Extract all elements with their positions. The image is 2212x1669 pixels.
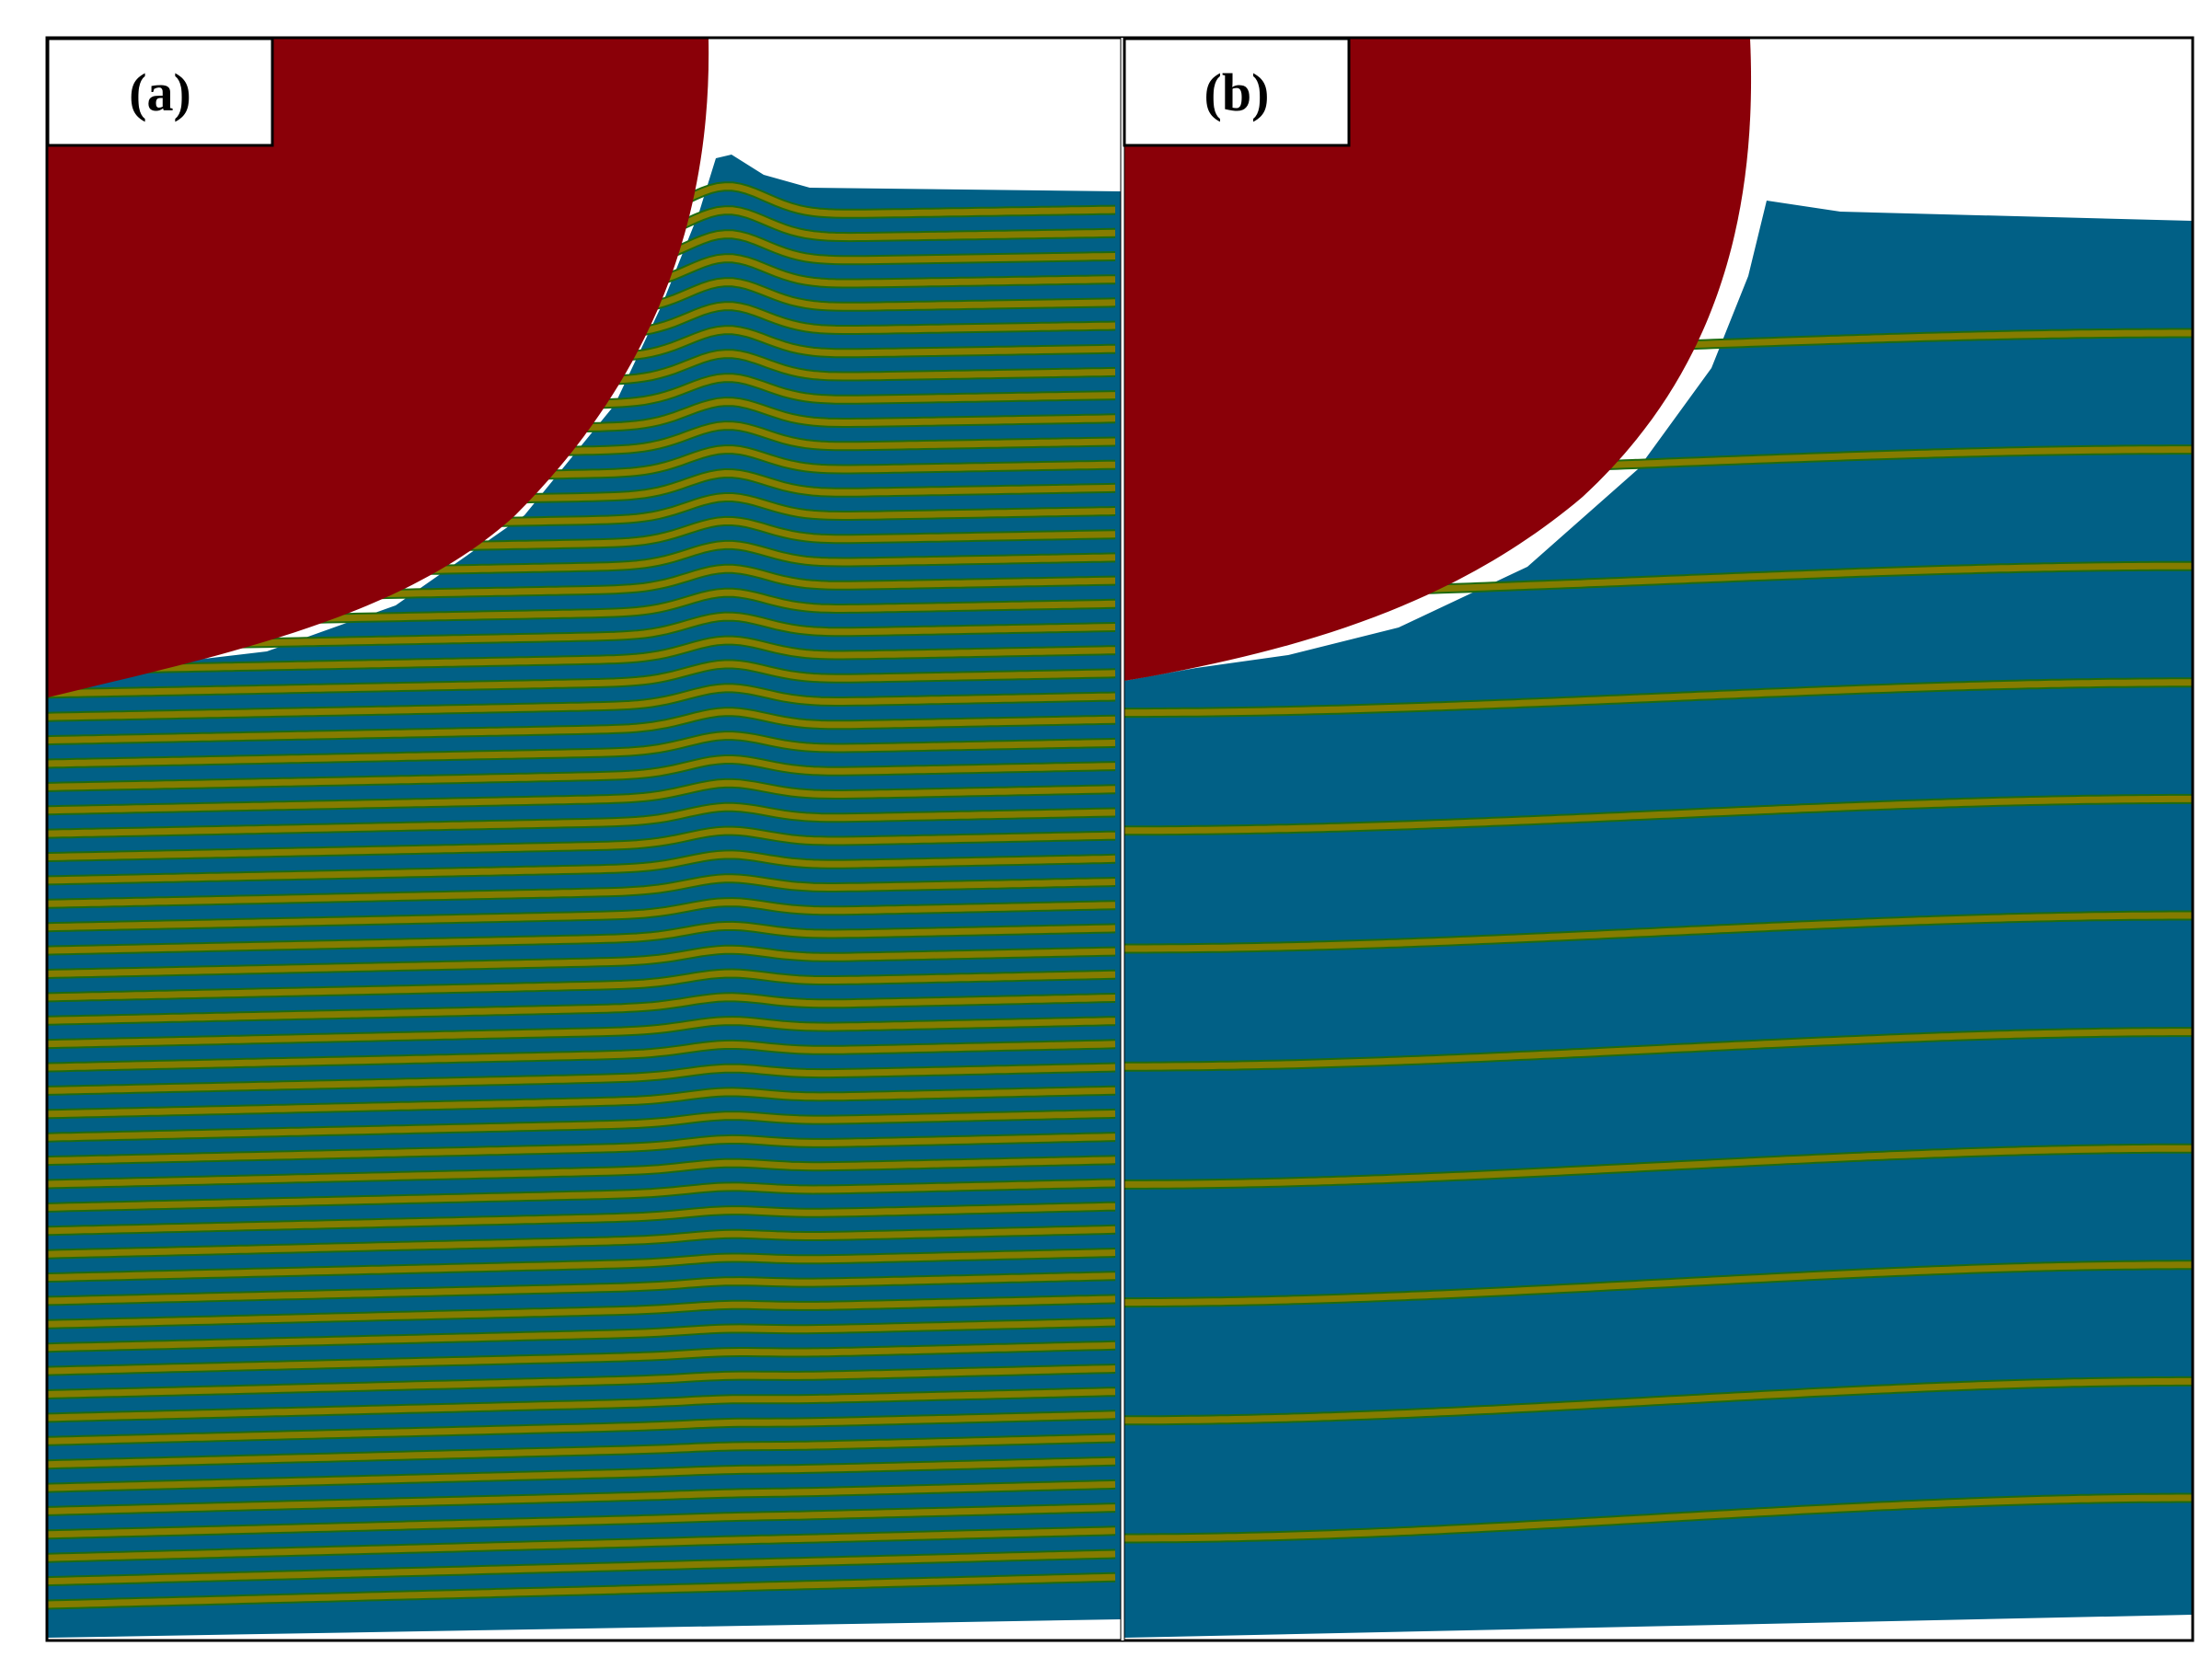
panel-b-matrix <box>1124 201 2192 1638</box>
panel-b-label: (b) <box>1204 63 1270 122</box>
panel-a-layer <box>48 994 1116 1024</box>
panel-a-layer <box>48 1064 1116 1094</box>
panel-b-layer <box>1124 1145 2192 1188</box>
panel-a-layer <box>48 1157 1116 1188</box>
panel-a-layer <box>48 1249 1116 1281</box>
panel-a-layer <box>48 1134 1116 1165</box>
panel-a <box>48 39 1121 1638</box>
panel-a-layer <box>48 779 1116 814</box>
panel-b-indenter <box>1124 39 1752 681</box>
panel-a-layer <box>48 1527 1116 1561</box>
panel-a-layer <box>48 708 1116 744</box>
panel-a-layer <box>48 1434 1116 1468</box>
panel-a-layer <box>48 1411 1116 1445</box>
panel-a-layer <box>48 1573 1116 1608</box>
panel-a-layer <box>48 970 1116 1001</box>
panel-a-layer <box>48 875 1116 907</box>
panel-a-layer <box>48 1203 1116 1235</box>
panel-b-layer <box>1124 912 2192 952</box>
panel-a-layer <box>48 756 1116 790</box>
panel-a-layer <box>48 1550 1116 1585</box>
panel-a-layer <box>48 1341 1116 1375</box>
panel-b-layer <box>1124 679 2192 717</box>
panel-a-layer <box>48 922 1116 954</box>
panel-a-layer <box>48 1457 1116 1491</box>
panel-b-label-box: (b) <box>1123 37 1351 147</box>
panel-a-layer <box>48 899 1116 931</box>
panel-a-layer <box>48 661 1116 697</box>
panel-a-layer <box>48 1110 1116 1141</box>
panel-a-layer <box>48 1504 1116 1538</box>
panel-a-layer <box>48 1041 1116 1071</box>
panel-b-layer <box>1124 1494 2192 1542</box>
panel-a-indenter <box>48 39 709 697</box>
panel-a-layer <box>48 685 1116 720</box>
panel-a-layer <box>48 1180 1116 1211</box>
panel-a-layer <box>48 1295 1116 1328</box>
panel-a-layer <box>48 1318 1116 1352</box>
panel-a-layer <box>48 827 1116 860</box>
panel-a-layer <box>48 732 1116 767</box>
panel-a-layer <box>48 1087 1116 1118</box>
panel-a-layer <box>48 1480 1116 1514</box>
panel-a-layer <box>48 1272 1116 1305</box>
panel-a-layer <box>48 637 1116 673</box>
panel-a-layer <box>48 1226 1116 1258</box>
panel-b-layer <box>1124 1029 2192 1070</box>
panel-a-layer <box>48 1018 1116 1048</box>
panel-a-layer <box>48 1365 1116 1398</box>
panel-b <box>1124 39 2192 1638</box>
panel-a-layer <box>48 1388 1116 1422</box>
panel-b-layer <box>1124 1377 2192 1424</box>
panel-a-layer <box>48 803 1116 837</box>
panel-b-layer <box>1124 1261 2192 1306</box>
panel-a-layer <box>48 946 1116 977</box>
panel-b-layer <box>1124 795 2192 834</box>
panel-a-label-box: (a) <box>46 37 274 147</box>
panel-a-layer <box>48 851 1116 884</box>
panel-a-label: (a) <box>129 63 191 122</box>
